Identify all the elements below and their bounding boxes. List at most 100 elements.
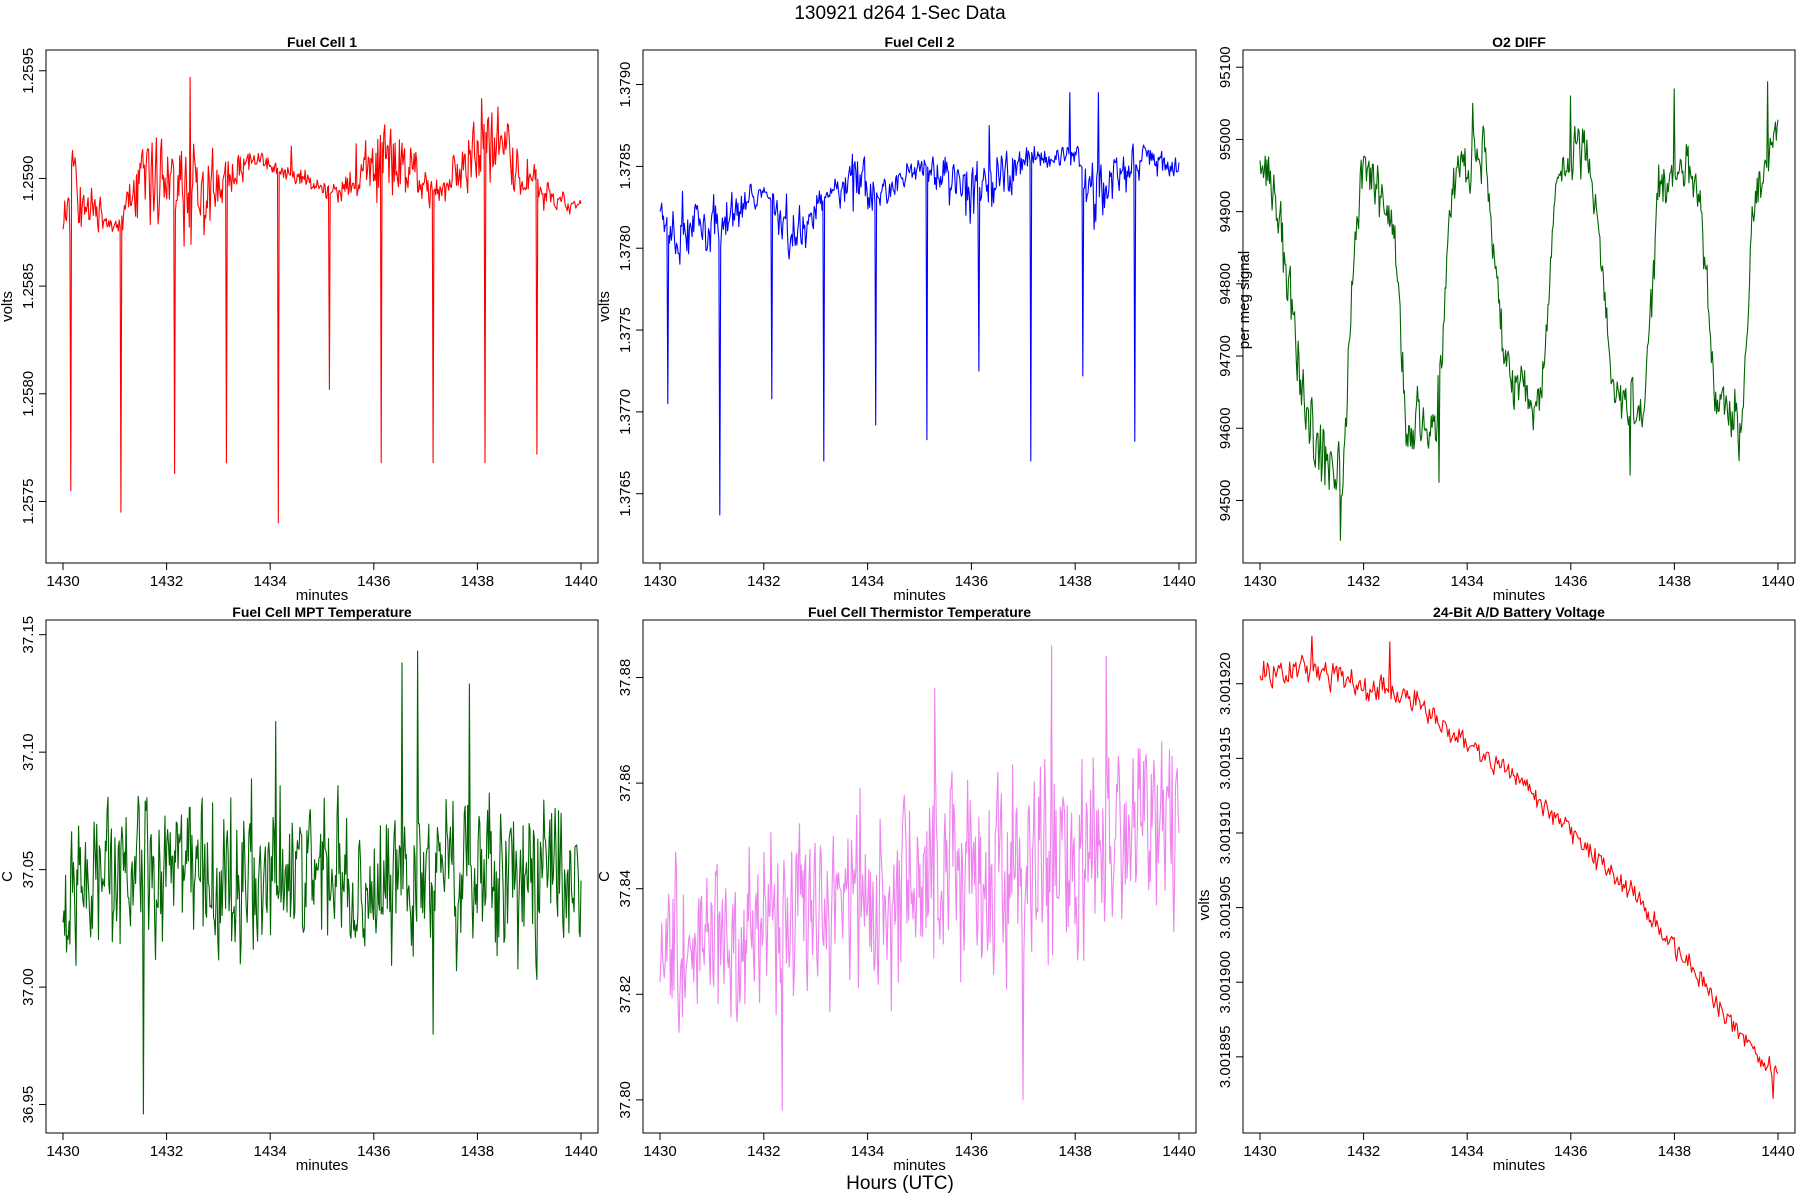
y-axis: 1.3765 1.3770 1.3775 1.3780 1.3785 1.3790 xyxy=(617,62,644,517)
x-tick-label: 1436 xyxy=(1554,573,1587,590)
figure-bottom-label: Hours (UTC) xyxy=(846,1173,954,1194)
y-tick-label: 37.05 xyxy=(20,851,37,889)
y-tick-label: 37.00 xyxy=(20,968,37,1006)
y-tick-label: 37.86 xyxy=(617,764,634,802)
x-tick-label: 1438 xyxy=(461,1143,494,1160)
x-tick-label: 1430 xyxy=(46,573,79,590)
y-axis: 37.80 37.82 37.84 37.86 37.88 xyxy=(617,659,644,1119)
panel-title: 24-Bit A/D Battery Voltage xyxy=(1433,604,1605,620)
y-tick-label: 1.2585 xyxy=(20,263,37,309)
panels: Fuel Cell 1 1430 1432 1434 1436 1438 1440 minut… xyxy=(0,34,1796,1174)
y-tick-label: 1.3775 xyxy=(617,307,634,353)
y-axis-label: volts xyxy=(596,291,613,322)
x-tick-label: 1438 xyxy=(1658,1143,1691,1160)
x-tick-label: 1432 xyxy=(747,573,780,590)
x-tick-label: 1434 xyxy=(254,573,287,590)
x-tick-label: 1436 xyxy=(955,1143,988,1160)
x-tick-label: 1432 xyxy=(1347,573,1380,590)
y-tick-label: 94800 xyxy=(1217,263,1234,305)
x-tick-label: 1436 xyxy=(1554,1143,1587,1160)
y-tick-label: 1.3780 xyxy=(617,225,634,271)
x-axis: 1430 1432 1434 1436 1438 1440 xyxy=(1243,562,1795,590)
x-tick-label: 1440 xyxy=(1761,573,1794,590)
x-tick-label: 1436 xyxy=(955,573,988,590)
x-tick-label: 1438 xyxy=(1658,573,1691,590)
x-axis: 1430 1432 1434 1436 1438 1440 xyxy=(1243,1132,1795,1160)
x-tick-label: 1432 xyxy=(150,1143,183,1160)
panel-1: Fuel Cell 1 1430 1432 1434 1436 1438 1440 minut… xyxy=(0,34,599,604)
y-tick-label: 37.82 xyxy=(617,976,634,1014)
panel-title: O2 DIFF xyxy=(1492,34,1546,50)
x-tick-label: 1436 xyxy=(357,573,390,590)
panel-3: O2 DIFF 1430 1432 1434 1436 1438 1440 minutes 94… xyxy=(1217,34,1796,604)
x-axis: 1430 1432 1434 1436 1438 1440 xyxy=(46,562,598,590)
y-tick-label: 37.10 xyxy=(20,733,37,771)
y-tick-label: 37.80 xyxy=(617,1081,634,1119)
y-tick-label: 3.001910 xyxy=(1217,802,1234,865)
panel-title: Fuel Cell Thermistor Temperature xyxy=(808,604,1031,620)
x-axis-label: minutes xyxy=(296,587,349,604)
x-tick-label: 1438 xyxy=(1059,573,1092,590)
x-tick-label: 1432 xyxy=(1347,1143,1380,1160)
y-tick-label: 95000 xyxy=(1217,119,1234,161)
y-tick-label: 94900 xyxy=(1217,191,1234,233)
x-tick-label: 1438 xyxy=(1059,1143,1092,1160)
x-tick-label: 1432 xyxy=(150,573,183,590)
y-tick-label: 1.2595 xyxy=(20,48,37,94)
x-axis: 1430 1432 1434 1436 1438 1440 xyxy=(46,1132,598,1160)
x-tick-label: 1436 xyxy=(357,1143,390,1160)
x-tick-label: 1430 xyxy=(643,1143,676,1160)
series-line xyxy=(62,76,582,524)
y-tick-label: 94600 xyxy=(1217,407,1234,449)
panel-5: Fuel Cell Thermistor Temperature 1430 1432… xyxy=(596,604,1197,1174)
series-line xyxy=(62,650,582,1115)
x-tick-label: 1430 xyxy=(1243,1143,1276,1160)
y-axis: 3.001895 3.001900 3.001905 3.001910 3.001915… xyxy=(1217,652,1244,1089)
panel-title: Fuel Cell 1 xyxy=(287,34,357,50)
series-line xyxy=(659,92,1180,516)
y-axis-label: C xyxy=(0,871,16,882)
y-tick-label: 37.88 xyxy=(617,659,634,697)
x-tick-label: 1434 xyxy=(1451,1143,1484,1160)
y-tick-label: 37.15 xyxy=(20,616,37,654)
y-tick-label: 1.2580 xyxy=(20,371,37,417)
panel-2: Fuel Cell 2 1430 1432 1434 1436 1438 1440 minut… xyxy=(596,34,1197,604)
x-tick-label: 1434 xyxy=(1451,573,1484,590)
y-tick-label: 3.001920 xyxy=(1217,652,1234,715)
x-axis: 1430 1432 1434 1436 1438 1440 xyxy=(643,1132,1196,1160)
y-axis: 1.2575 1.2580 1.2585 1.2590 1.2595 xyxy=(20,48,47,524)
x-axis-label: minutes xyxy=(893,587,946,604)
series-line xyxy=(1259,635,1779,1100)
x-tick-label: 1434 xyxy=(254,1143,287,1160)
y-tick-label: 3.001915 xyxy=(1217,727,1234,790)
x-axis-label: minutes xyxy=(893,1157,946,1174)
y-tick-label: 36.95 xyxy=(20,1086,37,1124)
x-tick-label: 1430 xyxy=(1243,573,1276,590)
y-tick-label: 94500 xyxy=(1217,480,1234,522)
y-tick-label: 3.001895 xyxy=(1217,1026,1234,1089)
y-axis-label: volts xyxy=(1196,890,1213,921)
y-tick-label: 1.3770 xyxy=(617,389,634,435)
x-tick-label: 1438 xyxy=(461,573,494,590)
y-tick-label: 37.84 xyxy=(617,870,634,908)
panel-6: 24-Bit A/D Battery Voltage 1430 1432 1434 14… xyxy=(1196,604,1796,1174)
figure-title: 130921 d264 1-Sec Data xyxy=(794,3,1006,24)
y-tick-label: 95100 xyxy=(1217,46,1234,88)
x-tick-label: 1440 xyxy=(1162,1143,1195,1160)
x-axis-label: minutes xyxy=(296,1157,349,1174)
x-tick-label: 1434 xyxy=(851,573,884,590)
series-line xyxy=(1259,81,1779,541)
x-axis-label: minutes xyxy=(1493,587,1546,604)
x-tick-label: 1440 xyxy=(564,1143,597,1160)
y-tick-label: 3.001905 xyxy=(1217,876,1234,939)
x-tick-label: 1432 xyxy=(747,1143,780,1160)
y-tick-label: 1.2590 xyxy=(20,155,37,201)
x-tick-label: 1434 xyxy=(851,1143,884,1160)
y-axis: 36.95 37.00 37.05 37.10 37.15 xyxy=(20,616,47,1124)
series-line xyxy=(659,645,1180,1111)
panel-title: Fuel Cell 2 xyxy=(884,34,954,50)
y-tick-label: 1.3785 xyxy=(617,143,634,189)
